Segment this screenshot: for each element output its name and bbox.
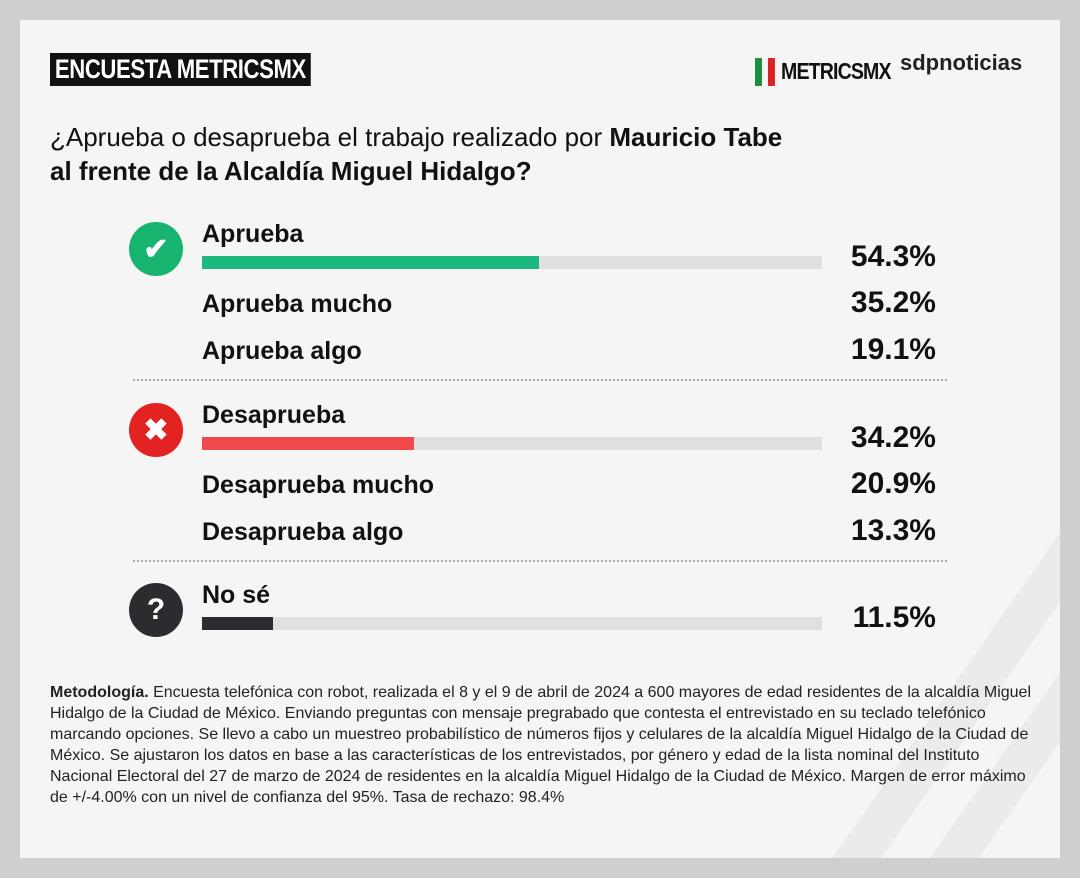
question-icon: ? xyxy=(129,583,183,637)
infographic-card: ENCUESTA METRICSMX ▌▌METRICSMX sdpnotici… xyxy=(20,20,1060,858)
sub-value: 20.9% xyxy=(850,467,936,500)
sub-value: 19.1% xyxy=(850,333,936,366)
sub-value: 35.2% xyxy=(850,286,936,319)
group-value: 11.5% xyxy=(852,601,936,634)
sdpnoticias-logo: sdpnoticias xyxy=(900,50,1023,75)
question-title: ¿Aprueba o desaprueba el trabajo realiza… xyxy=(50,122,783,186)
bar-fill xyxy=(202,256,539,269)
bar-track xyxy=(202,617,822,630)
group-value: 34.2% xyxy=(850,421,936,454)
bar-track xyxy=(202,256,822,269)
group-label: Desaprueba xyxy=(202,401,346,429)
metricsmx-logo: ▌▌METRICSMX xyxy=(755,58,892,84)
group-value: 54.3% xyxy=(850,240,936,273)
sub-label: Aprueba algo xyxy=(202,337,362,365)
bar-track xyxy=(202,437,822,450)
sub-label: Desaprueba algo xyxy=(202,518,404,546)
bar-fill xyxy=(202,617,274,630)
bar-fill xyxy=(202,437,415,450)
sub-label: Desaprueba mucho xyxy=(202,471,435,499)
group-label: No sé xyxy=(202,581,271,609)
survey-badge: ENCUESTA METRICSMX xyxy=(50,53,311,86)
separator xyxy=(133,379,947,381)
x-icon: ✖ xyxy=(129,403,183,457)
sub-label: Aprueba mucho xyxy=(202,290,393,318)
group-label: Aprueba xyxy=(202,220,304,248)
sub-value: 13.3% xyxy=(850,514,936,547)
check-icon: ✔ xyxy=(129,222,183,276)
separator xyxy=(133,560,947,562)
methodology-text: Metodología. Encuesta telefónica con rob… xyxy=(50,684,1031,806)
